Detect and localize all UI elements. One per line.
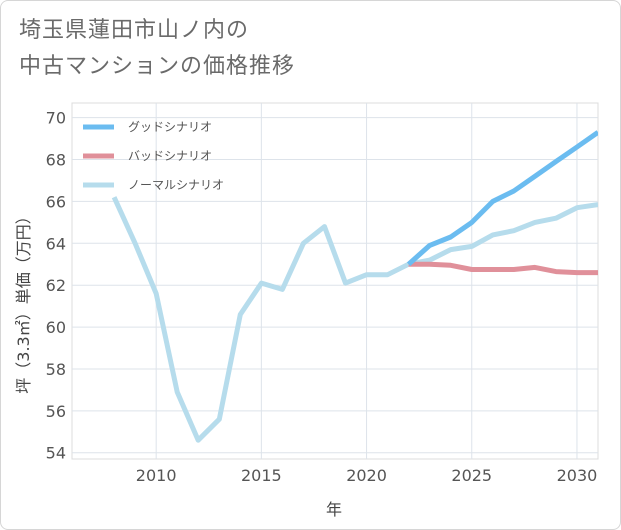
legend-label: バッドシナリオ <box>128 149 212 163</box>
y-tick-label: 64 <box>46 234 66 253</box>
title-line-2: 中古マンションの価格推移 <box>19 54 296 79</box>
x-axis-label: 年 <box>326 500 342 519</box>
gridlines <box>72 103 598 459</box>
y-tick-labels: 54 56 58 60 62 64 66 68 70 <box>46 109 66 463</box>
y-tick-label: 70 <box>46 109 66 128</box>
plot-frame <box>71 102 599 460</box>
y-tick-label: 68 <box>46 151 66 170</box>
legend-label: グッドシナリオ <box>128 120 212 134</box>
y-tick-label: 54 <box>46 444 66 463</box>
y-tick-label: 58 <box>46 360 66 379</box>
x-tick-label: 2030 <box>557 466 598 485</box>
series-line-2 <box>111 196 598 443</box>
series-line-0 <box>406 130 598 267</box>
series-line-1 <box>408 261 598 276</box>
y-tick-label: 62 <box>46 276 66 295</box>
y-tick-label: 56 <box>46 402 66 421</box>
x-tick-label: 2025 <box>451 466 492 485</box>
x-tick-label: 2020 <box>346 466 387 485</box>
x-tick-labels: 2010 2015 2020 2025 2030 <box>136 466 598 485</box>
y-tick-label: 66 <box>46 192 66 211</box>
page-title: 埼玉県蓮田市山ノ内の 中古マンションの価格推移 <box>19 13 295 85</box>
series-lines <box>111 130 598 443</box>
y-axis-label: 坪（3.3㎡）単価（万円） <box>14 208 33 393</box>
legend-label: ノーマルシナリオ <box>128 178 224 192</box>
y-tick-label: 60 <box>46 318 66 337</box>
title-line-1: 埼玉県蓮田市山ノ内の <box>19 18 250 43</box>
x-tick-label: 2015 <box>241 466 282 485</box>
x-tick-label: 2010 <box>136 466 177 485</box>
